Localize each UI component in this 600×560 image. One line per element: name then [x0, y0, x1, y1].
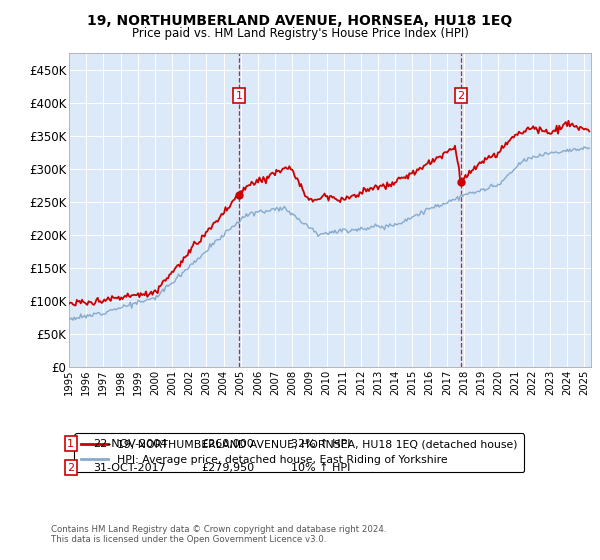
Text: 32% ↑ HPI: 32% ↑ HPI [291, 438, 350, 449]
Text: 1: 1 [67, 438, 74, 449]
Legend: 19, NORTHUMBERLAND AVENUE, HORNSEA, HU18 1EQ (detached house), HPI: Average pric: 19, NORTHUMBERLAND AVENUE, HORNSEA, HU18… [74, 433, 524, 472]
Text: 22-NOV-2004: 22-NOV-2004 [93, 438, 167, 449]
Text: 31-OCT-2017: 31-OCT-2017 [93, 463, 166, 473]
Text: 2: 2 [457, 91, 464, 101]
Text: 10% ↑ HPI: 10% ↑ HPI [291, 463, 350, 473]
Text: Price paid vs. HM Land Registry's House Price Index (HPI): Price paid vs. HM Land Registry's House … [131, 27, 469, 40]
Text: Contains HM Land Registry data © Crown copyright and database right 2024.
This d: Contains HM Land Registry data © Crown c… [51, 525, 386, 544]
Text: £260,000: £260,000 [201, 438, 254, 449]
Text: 19, NORTHUMBERLAND AVENUE, HORNSEA, HU18 1EQ: 19, NORTHUMBERLAND AVENUE, HORNSEA, HU18… [88, 14, 512, 28]
Text: 1: 1 [235, 91, 242, 101]
Text: £279,950: £279,950 [201, 463, 254, 473]
Text: 2: 2 [67, 463, 74, 473]
